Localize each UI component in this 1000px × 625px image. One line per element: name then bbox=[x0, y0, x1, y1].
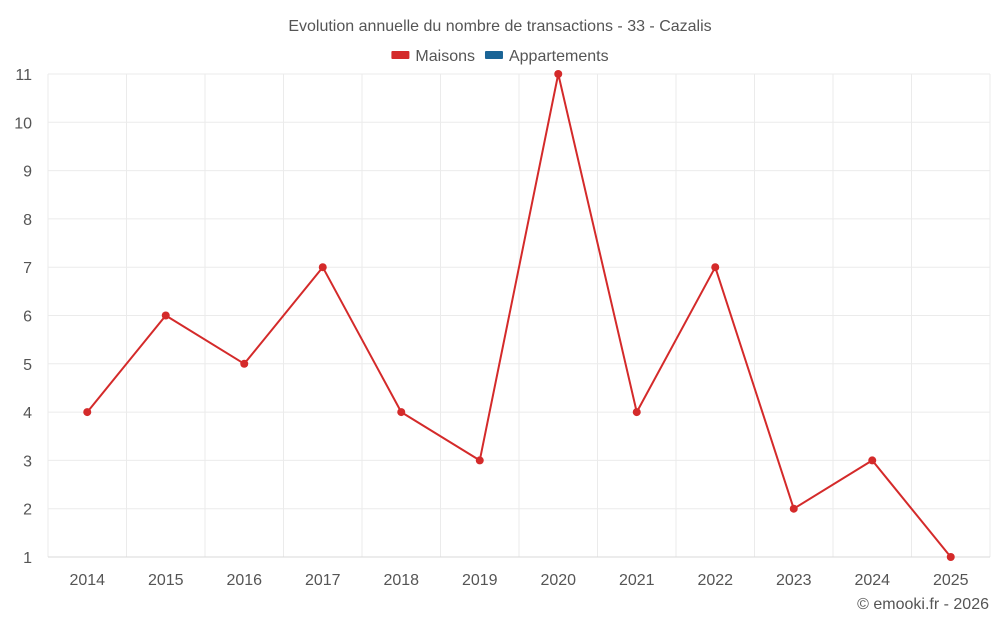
legend: Maisons Appartements bbox=[391, 48, 609, 65]
data-point-2016[interactable] bbox=[240, 359, 249, 368]
legend-item-appartements[interactable]: Appartements bbox=[484, 48, 609, 65]
x-tick-label: 2016 bbox=[226, 572, 262, 589]
x-tick-label: 2014 bbox=[69, 572, 105, 589]
legend-swatch bbox=[391, 51, 410, 59]
y-tick-label: 11 bbox=[15, 67, 32, 84]
y-tick-label: 6 bbox=[23, 309, 32, 326]
data-point-2014[interactable] bbox=[83, 408, 92, 417]
x-tick-label: 2024 bbox=[854, 572, 890, 589]
y-axis-tick-labels: 1 2 3 4 5 6 7 8 9 10 11 bbox=[14, 67, 32, 567]
data-point-2022[interactable] bbox=[711, 263, 720, 272]
x-tick-label: 2015 bbox=[148, 572, 184, 589]
y-tick-label: 5 bbox=[23, 357, 32, 374]
credit-text: © emooki.fr - 2026 bbox=[857, 596, 989, 613]
y-tick-label: 10 bbox=[14, 115, 32, 132]
legend-item-maisons[interactable]: Maisons bbox=[391, 48, 475, 65]
x-tick-label: 2018 bbox=[383, 572, 419, 589]
x-tick-label: 2021 bbox=[619, 572, 655, 589]
y-tick-label: 8 bbox=[23, 212, 32, 229]
y-tick-label: 1 bbox=[23, 550, 32, 567]
x-tick-label: 2020 bbox=[540, 572, 576, 589]
data-point-2023[interactable] bbox=[789, 504, 798, 513]
legend-swatch bbox=[484, 51, 503, 59]
x-tick-label: 2023 bbox=[776, 572, 812, 589]
data-point-2020[interactable] bbox=[554, 70, 563, 78]
series-layer bbox=[83, 70, 955, 561]
legend-label: Maisons bbox=[415, 48, 475, 65]
data-point-2018[interactable] bbox=[397, 408, 406, 417]
x-axis-tick-labels: 2014 2015 2016 2017 2018 2019 2020 2021 2022 2023… bbox=[69, 572, 968, 589]
legend-label: Appartements bbox=[509, 48, 609, 65]
chart-title: Evolution annuelle du nombre de transact… bbox=[288, 18, 711, 35]
y-tick-label: 3 bbox=[23, 453, 32, 470]
data-point-2015[interactable] bbox=[161, 311, 170, 320]
y-gridlines bbox=[48, 73, 990, 510]
data-point-2017[interactable] bbox=[318, 263, 327, 272]
y-tick-label: 7 bbox=[23, 260, 32, 277]
series-maisons bbox=[83, 70, 955, 561]
y-tick-label: 2 bbox=[23, 502, 32, 519]
y-tick-label: 9 bbox=[23, 164, 32, 181]
x-tick-label: 2025 bbox=[933, 572, 969, 589]
data-point-2025[interactable] bbox=[946, 553, 955, 561]
x-tick-label: 2017 bbox=[305, 572, 341, 589]
x-tick-label: 2019 bbox=[462, 572, 498, 589]
x-tick-label: 2022 bbox=[697, 572, 733, 589]
data-point-2019[interactable] bbox=[475, 456, 484, 465]
y-tick-label: 4 bbox=[23, 405, 32, 422]
data-point-2021[interactable] bbox=[632, 408, 641, 417]
series-line bbox=[86, 73, 952, 558]
data-point-2024[interactable] bbox=[868, 456, 877, 465]
